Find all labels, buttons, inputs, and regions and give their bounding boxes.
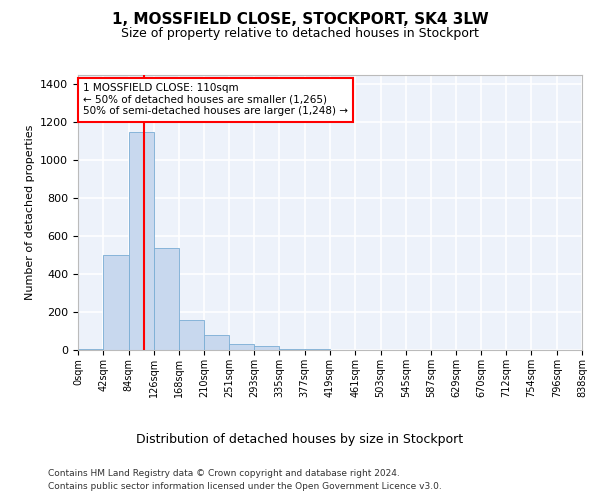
Bar [205, 335, 229, 350]
Bar [154, 248, 179, 350]
Text: 1, MOSSFIELD CLOSE, STOCKPORT, SK4 3LW: 1, MOSSFIELD CLOSE, STOCKPORT, SK4 3LW [112, 12, 488, 28]
Text: Contains public sector information licensed under the Open Government Licence v3: Contains public sector information licen… [48, 482, 442, 491]
Y-axis label: Number of detached properties: Number of detached properties [25, 125, 35, 300]
Text: Size of property relative to detached houses in Stockport: Size of property relative to detached ho… [121, 28, 479, 40]
Bar [179, 320, 205, 350]
Bar [103, 255, 128, 350]
Bar [254, 346, 280, 350]
Text: Contains HM Land Registry data © Crown copyright and database right 2024.: Contains HM Land Registry data © Crown c… [48, 468, 400, 477]
Bar [128, 132, 154, 350]
Text: 1 MOSSFIELD CLOSE: 110sqm
← 50% of detached houses are smaller (1,265)
50% of se: 1 MOSSFIELD CLOSE: 110sqm ← 50% of detac… [83, 83, 348, 116]
Bar [78, 349, 103, 350]
Bar [229, 344, 254, 350]
Bar [280, 349, 305, 350]
Text: Distribution of detached houses by size in Stockport: Distribution of detached houses by size … [136, 432, 464, 446]
